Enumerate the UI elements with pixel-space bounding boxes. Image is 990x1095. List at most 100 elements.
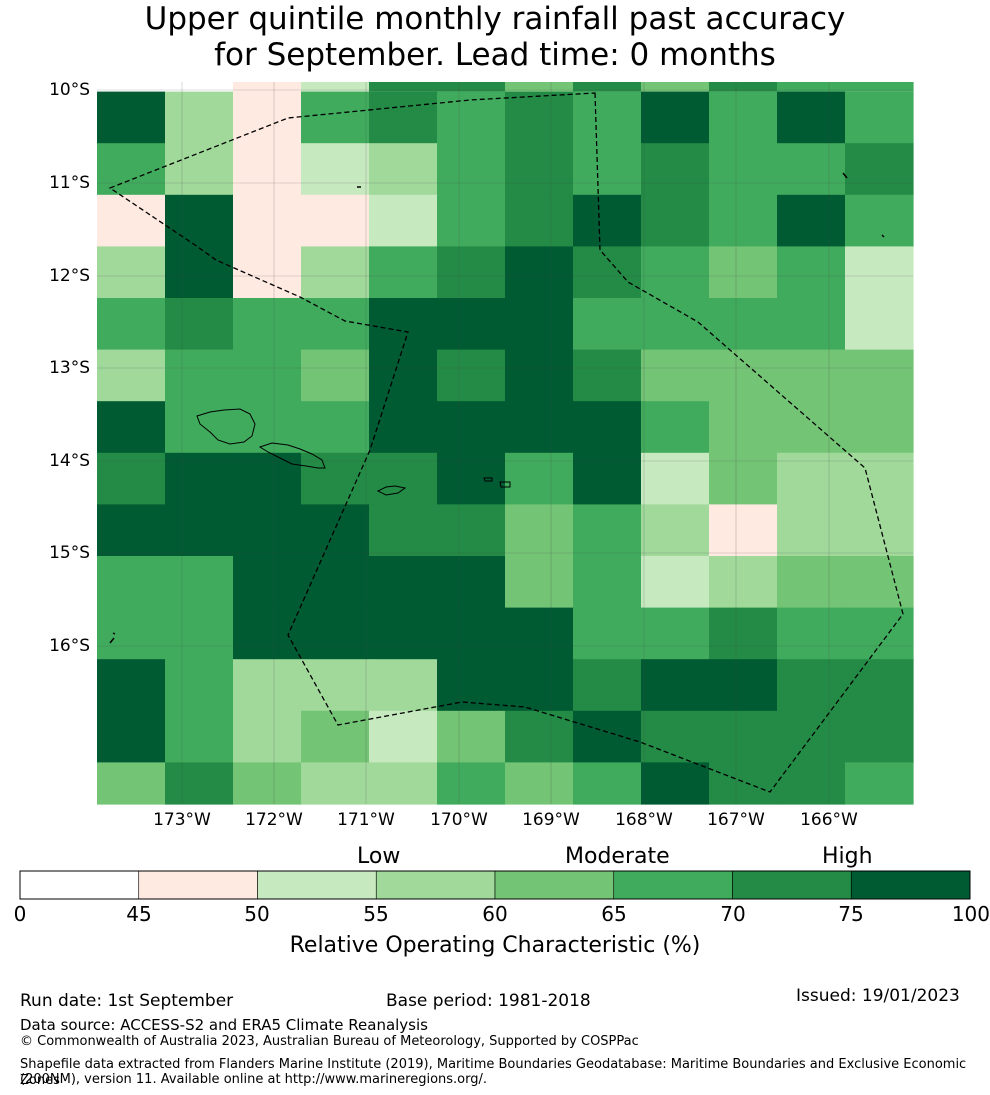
grid-cell [97, 607, 166, 660]
grid-cell [97, 401, 166, 454]
grid-cell [845, 556, 914, 609]
grid-cell [437, 452, 506, 505]
grid-cell [369, 762, 438, 805]
grid-cell [369, 143, 438, 196]
tutuila-island [376, 485, 407, 496]
lat-label-14s: 14°S [49, 451, 90, 471]
grid-cell [573, 82, 642, 92]
colorbar-outline [19, 870, 971, 900]
map-title-line-2: for September. Lead time: 0 months [214, 37, 776, 73]
grid-cell [641, 504, 710, 557]
grid-cell [845, 762, 914, 805]
lon-label-171w: 171°W [337, 810, 395, 830]
copyright: © Commonwealth of Australia 2023, Austra… [20, 1034, 639, 1049]
grid-cell [573, 762, 642, 805]
grid-cell [437, 401, 506, 454]
grid-cell [641, 298, 710, 351]
grid-cell [165, 298, 234, 351]
grid-cell [437, 504, 506, 557]
grid-cell [369, 298, 438, 351]
grid-cell [233, 659, 302, 712]
grid-cell [437, 298, 506, 351]
grid-cell [505, 91, 574, 144]
grid-cell [573, 607, 642, 660]
grid-cell [845, 298, 914, 351]
grid-cell [369, 401, 438, 454]
colorbar-tick-50: 50 [244, 902, 270, 926]
grid-cell [97, 349, 166, 402]
lon-label-169w: 169°W [522, 810, 580, 830]
shapefile-credit-line-1: Shapefile data extracted from Flanders M… [20, 1057, 967, 1088]
colorbar-tick-100: 100 [951, 902, 990, 926]
grid-cell [233, 452, 302, 505]
grid-cell [301, 556, 370, 609]
grid-cell [301, 82, 370, 92]
grid-cell [97, 504, 166, 557]
grid-cell [97, 143, 166, 196]
grid-cell [777, 452, 846, 505]
colorbar-tick-0: 0 [13, 902, 27, 926]
grid-cell [301, 349, 370, 402]
colorbar-segment [613, 870, 733, 900]
grid-cell [233, 762, 302, 805]
small-island-b [842, 172, 848, 179]
grid-cell [437, 762, 506, 805]
grid-cell [709, 401, 778, 454]
grid-cell [845, 504, 914, 557]
grid-cell [97, 91, 166, 144]
grid-cell [641, 91, 710, 144]
grid-cell [641, 607, 710, 660]
grid-cell [369, 246, 438, 299]
tau-island [499, 481, 511, 488]
grid-cell [505, 143, 574, 196]
grid-cell [233, 556, 302, 609]
grid-cell [505, 607, 574, 660]
grid-cell [97, 298, 166, 351]
grid-cell [97, 762, 166, 805]
grid-cell [301, 246, 370, 299]
colorbar-segment [850, 870, 971, 900]
grid-cell [165, 401, 234, 454]
colorbar-title: Relative Operating Characteristic (%) [289, 933, 701, 958]
category-moderate: Moderate [565, 844, 670, 869]
colorbar-tick-65: 65 [601, 902, 627, 926]
grid-cell [301, 91, 370, 144]
grid-cell [369, 607, 438, 660]
colorbar-segment [375, 870, 496, 900]
grid-cell [301, 607, 370, 660]
eez-boundary [108, 92, 904, 793]
lat-label-15s: 15°S [49, 543, 90, 563]
lat-label-11s: 11°S [49, 173, 90, 193]
small-island-d [109, 632, 116, 644]
lat-label-12s: 12°S [49, 266, 90, 286]
grid-cell [165, 82, 234, 92]
colorbar-segment [19, 870, 140, 900]
grid-cell [845, 607, 914, 660]
colorbar-segment [257, 870, 377, 900]
grid-cell [165, 504, 234, 557]
grid-cell [165, 556, 234, 609]
grid-cell [777, 762, 846, 805]
grid-cell [777, 349, 846, 402]
grid-cell [573, 298, 642, 351]
colorbar-segment [494, 870, 615, 900]
grid-cell [709, 246, 778, 299]
grid-cell [437, 556, 506, 609]
grid-cell [573, 504, 642, 557]
grid-cell [437, 710, 506, 763]
grid-cell [233, 401, 302, 454]
grid-cell [233, 349, 302, 402]
grid-cell [777, 82, 846, 92]
base-period: Base period: 1981-2018 [386, 991, 591, 1011]
grid-cell [709, 194, 778, 247]
grid-cell [505, 246, 574, 299]
grid-cell [301, 710, 370, 763]
ofu-island [483, 477, 493, 482]
grid-cell [709, 659, 778, 712]
shapefile-credit-line-2: (200NM), version 11. Available online at… [20, 1072, 488, 1087]
category-low: Low [357, 844, 401, 869]
grid-cell [777, 556, 846, 609]
grid-cell [369, 710, 438, 763]
grid-cell [709, 556, 778, 609]
